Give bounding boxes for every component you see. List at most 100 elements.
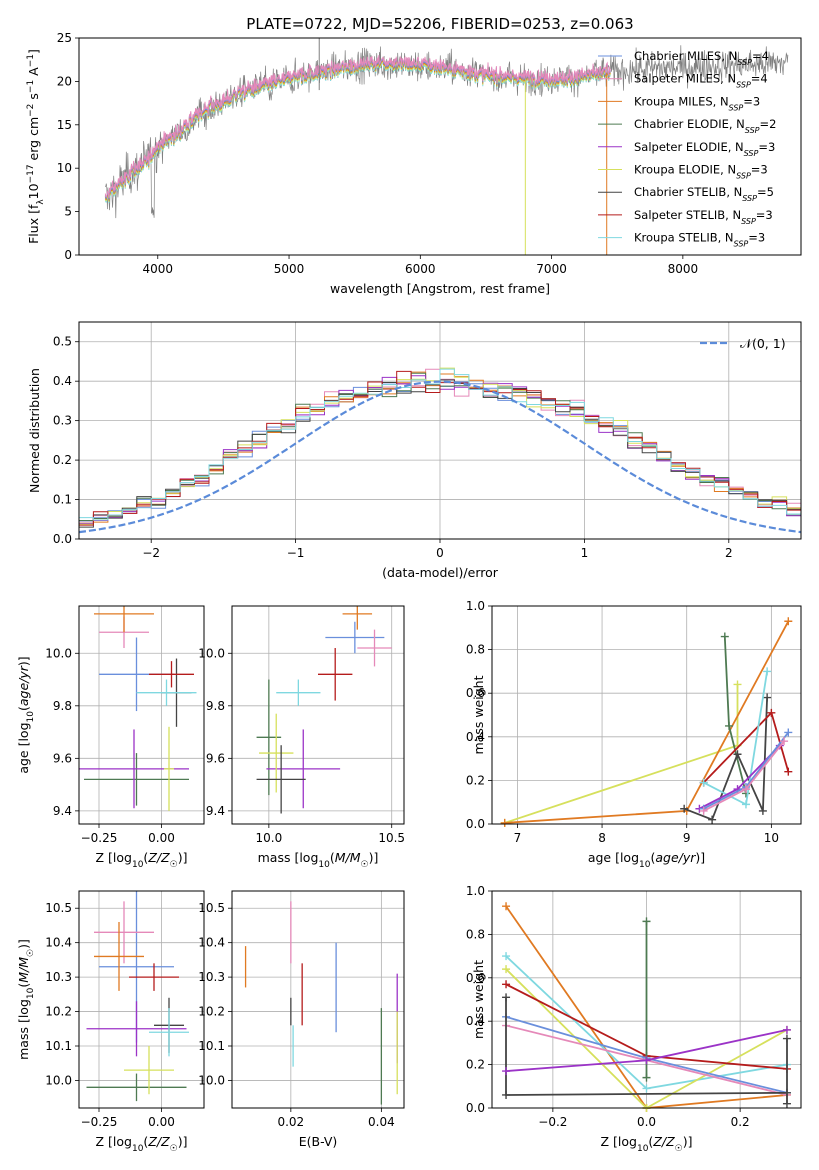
x-tick-label: −0.25 bbox=[81, 831, 118, 845]
weight-line-chabrier-elodie bbox=[723, 636, 747, 794]
x-axis-label: Z [log10(Z/Z☉)] bbox=[96, 850, 188, 870]
y-tick-label: 5 bbox=[64, 205, 72, 219]
y-tick-label: 0.1 bbox=[53, 493, 72, 507]
x-tick-label: 1 bbox=[581, 546, 589, 560]
x-tick-label: 0.2 bbox=[731, 1115, 750, 1129]
legend-label: Kroupa MILES, NSSP=3 bbox=[634, 94, 760, 112]
y-tick-label: 10.1 bbox=[198, 1039, 225, 1053]
plot-area bbox=[244, 901, 398, 1105]
weight-marker bbox=[502, 952, 511, 961]
plot-area bbox=[79, 367, 801, 534]
mass-vs-metallicity-panel: −0.25 0.00 10.0 10.1 10.2 10.3 10.4 10.5 Z [log1… bbox=[16, 890, 205, 1154]
x-axis-label: wavelength [Angstrom, rest frame] bbox=[330, 281, 550, 296]
legend-label: 𝒩(0, 1) bbox=[740, 336, 786, 351]
y-tick-label: 9.4 bbox=[206, 804, 225, 818]
weight-marker bbox=[699, 778, 708, 787]
model-line-salpeter-miles bbox=[104, 55, 611, 199]
y-tick-label: 0.8 bbox=[466, 643, 485, 657]
weight-marker bbox=[784, 767, 793, 776]
weight-line-kroupa-stelib bbox=[703, 671, 768, 806]
x-tick-label: 0.04 bbox=[368, 1115, 395, 1129]
axes-frame bbox=[231, 890, 405, 1109]
y-tick-label: 9.6 bbox=[206, 751, 225, 765]
y-tick-label: 0.6 bbox=[466, 686, 485, 700]
axes-frame bbox=[78, 890, 205, 1109]
weight-marker bbox=[767, 708, 776, 717]
weight-marker bbox=[699, 806, 708, 815]
weight-marker bbox=[733, 680, 742, 689]
x-axis-label: E(B-V) bbox=[299, 1134, 338, 1149]
weight-marker bbox=[782, 1025, 791, 1034]
x-axis-label: mass [log10(M/M☉)] bbox=[258, 850, 379, 870]
y-axis-label: age [log10(age/yr)] bbox=[16, 656, 36, 773]
x-tick-label: 0.0 bbox=[637, 1115, 656, 1129]
histogram-kroupa-stelib bbox=[79, 368, 801, 531]
weight-marker bbox=[500, 818, 509, 827]
weight-marker bbox=[642, 1073, 651, 1082]
x-tick-label: −2 bbox=[142, 546, 160, 560]
weight-marker bbox=[502, 902, 511, 911]
histogram-kroupa-elodie bbox=[79, 367, 801, 526]
y-tick-label: 10.4 bbox=[45, 936, 72, 950]
x-tick-label: 6000 bbox=[405, 262, 436, 276]
y-tick-label: 1.0 bbox=[466, 599, 485, 613]
y-tick-label: 10.5 bbox=[198, 901, 225, 915]
legend-label: Chabrier STELIB, NSSP=5 bbox=[634, 185, 774, 203]
weight-marker bbox=[733, 750, 742, 759]
y-tick-label: 10.3 bbox=[198, 970, 225, 984]
y-tick-label: 10.0 bbox=[45, 1073, 72, 1087]
x-tick-label: 10.0 bbox=[255, 831, 282, 845]
y-tick-label: 0.2 bbox=[53, 453, 72, 467]
y-tick-label: 9.6 bbox=[53, 751, 72, 765]
x-tick-label: 7 bbox=[514, 831, 522, 845]
weight-marker bbox=[708, 815, 717, 824]
legend-label: Chabrier ELODIE, NSSP=2 bbox=[634, 117, 776, 135]
legend-label: Salpeter ELODIE, NSSP=3 bbox=[634, 140, 775, 158]
mass-vs-ebv-panel: 0.02 0.04 10.0 10.1 10.2 10.3 10.4 10.5 E(B-V) bbox=[198, 890, 405, 1149]
normal-curve bbox=[79, 380, 801, 534]
axes-frame bbox=[231, 605, 405, 825]
x-tick-label: 8000 bbox=[668, 262, 699, 276]
y-tick-label: 0.4 bbox=[53, 374, 72, 388]
weight-vs-age-panel: 7 8 9 10 0.0 0.2 0.4 0.6 0.8 1.0 age [log10(age/yr… bbox=[466, 599, 802, 870]
x-tick-label: −1 bbox=[287, 546, 305, 560]
legend-label: Kroupa ELODIE, NSSP=3 bbox=[634, 163, 768, 181]
y-tick-label: 0.4 bbox=[466, 1014, 485, 1028]
legend-label: Chabrier MILES, NSSP=4 bbox=[634, 49, 769, 67]
y-tick-label: 10 bbox=[57, 161, 72, 175]
y-tick-label: 0.3 bbox=[53, 414, 72, 428]
plot-area bbox=[256, 606, 392, 814]
legend-label: Salpeter MILES, NSSP=4 bbox=[634, 72, 768, 90]
x-tick-label: 7000 bbox=[536, 262, 567, 276]
y-tick-label: 10.4 bbox=[198, 936, 225, 950]
x-tick-label: −0.2 bbox=[538, 1115, 567, 1129]
y-axis-label: mass weight bbox=[471, 960, 486, 1039]
y-axis-label: Flux [fλ10−17 erg cm−2 s−1 A−1] bbox=[26, 49, 46, 244]
x-tick-label: 0 bbox=[436, 546, 444, 560]
x-axis-label: age [log10(age/yr)] bbox=[588, 850, 705, 870]
weight-marker bbox=[782, 1034, 791, 1043]
weight-marker bbox=[741, 785, 750, 794]
weight-marker bbox=[642, 1056, 651, 1065]
axes-frame bbox=[491, 890, 802, 1109]
x-axis-label: Z [log10(Z/Z☉)] bbox=[96, 1134, 188, 1154]
axes-frame bbox=[491, 605, 802, 825]
y-tick-label: 10.2 bbox=[45, 1005, 72, 1019]
weight-marker bbox=[741, 800, 750, 809]
plot-area bbox=[86, 891, 189, 1102]
weight-marker bbox=[763, 667, 772, 676]
x-tick-label: 8 bbox=[598, 831, 606, 845]
x-tick-label: 5000 bbox=[274, 262, 305, 276]
histogram-salpeter-elodie bbox=[79, 375, 801, 525]
y-tick-label: 10.2 bbox=[198, 1005, 225, 1019]
plot-area bbox=[500, 617, 793, 827]
spectrum-panel: 4000 5000 6000 7000 8000 0 5 10 15 20 25 wavelength… bbox=[26, 31, 802, 296]
x-tick-label: 0.02 bbox=[277, 1115, 304, 1129]
weight-marker bbox=[784, 617, 793, 626]
x-tick-label: 9 bbox=[683, 831, 691, 845]
y-tick-label: 15 bbox=[57, 118, 72, 132]
plot-area bbox=[502, 902, 791, 1112]
y-tick-label: 10.0 bbox=[45, 646, 72, 660]
weight-marker bbox=[720, 632, 729, 641]
